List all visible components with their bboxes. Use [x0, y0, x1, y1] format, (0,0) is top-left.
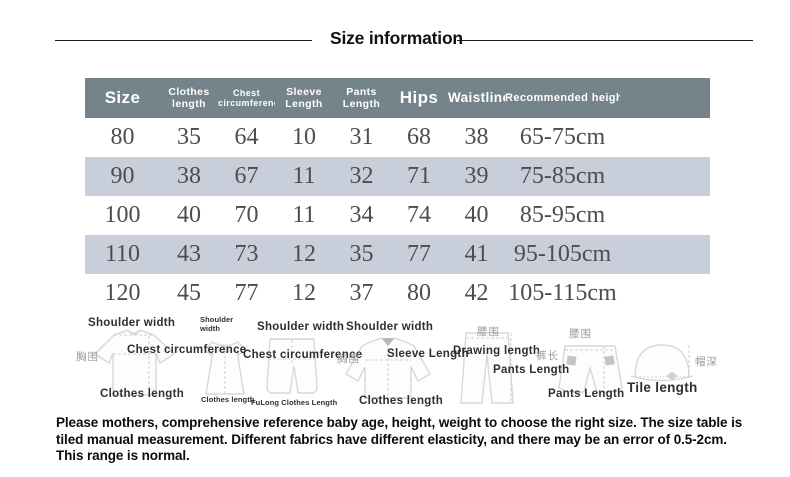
table-cell: 34 — [349, 202, 374, 228]
romper-chest-label: Chest circumference — [243, 349, 363, 361]
table-cell: 64 — [234, 124, 259, 150]
table-cell: 40 — [464, 202, 489, 228]
header-size: Size — [104, 88, 141, 108]
table-row: 120 45 77 12 37 80 42 105-115cm — [85, 274, 710, 313]
measurement-note: Please mothers, comprehensive reference … — [56, 415, 743, 464]
table-cell: 74 — [407, 202, 431, 228]
shorts-diagram — [556, 342, 626, 402]
table-cell: 110 — [104, 241, 141, 267]
tshirt-chest-cn-label: 胸围 — [76, 351, 99, 363]
table-row: 110 43 73 12 35 77 41 95-105cm — [85, 235, 710, 274]
hat-tile-length-label: Tile length — [627, 380, 698, 395]
table-header-row: Size Clothes length Chest circumference … — [85, 78, 710, 118]
header-clothes-length: Clothes length — [168, 85, 210, 110]
table-cell: 38 — [464, 124, 489, 150]
table-cell: 85-95cm — [519, 202, 606, 228]
header-waistline: Waistline — [448, 90, 505, 106]
romper-diagram — [256, 336, 328, 400]
table-row: 90 38 67 11 32 71 39 75-85cm — [85, 157, 710, 196]
table-cell: 10 — [292, 124, 316, 150]
dress-diagram — [196, 338, 254, 400]
page-title: Size information — [330, 28, 463, 48]
table-cell: 120 — [104, 280, 141, 306]
table-cell: 95-105cm — [513, 241, 612, 267]
table-cell-spacer — [620, 196, 710, 235]
title-row: Size information — [0, 28, 790, 52]
table-cell-spacer — [620, 274, 710, 313]
table-cell: 80 — [407, 280, 431, 306]
tshirt-shoulder-width-label: Shoulder width — [88, 317, 176, 329]
table-cell: 75-85cm — [519, 163, 606, 189]
table-cell: 77 — [234, 280, 259, 306]
table-cell: 12 — [292, 280, 316, 306]
table-cell: 43 — [177, 241, 201, 267]
table-cell: 71 — [407, 163, 431, 189]
shirt-clothes-length-label: Clothes length — [359, 395, 444, 407]
table-cell: 11 — [292, 202, 316, 228]
long-sleeve-shirt-diagram — [344, 336, 432, 402]
table-cell: 70 — [234, 202, 259, 228]
table-cell: 45 — [177, 280, 201, 306]
table-cell-spacer — [620, 118, 710, 157]
table-cell: 42 — [464, 280, 489, 306]
table-cell: 40 — [177, 202, 201, 228]
table-cell: 90 — [110, 163, 135, 189]
table-row: 80 35 64 10 31 68 38 65-75cm — [85, 118, 710, 157]
romper-shoulder-width-label: Shoulder width — [257, 321, 345, 333]
table-cell: 65-75cm — [519, 124, 606, 150]
table-cell: 67 — [234, 163, 259, 189]
header-hips: Hips — [399, 88, 439, 108]
table-row: 100 40 70 11 34 74 40 85-95cm — [85, 196, 710, 235]
table-cell: 35 — [349, 241, 374, 267]
tshirt-clothes-length-label: Clothes length — [100, 388, 185, 400]
table-cell: 68 — [407, 124, 431, 150]
table-cell: 12 — [292, 241, 316, 267]
pants-diagram — [458, 330, 516, 408]
pants-waist-cn-label: 腰围 — [477, 326, 500, 338]
shorts-length-cn-label: 裤长 — [536, 350, 559, 362]
romper-clothes-length-label: FuLong Clothes Length — [251, 398, 338, 407]
pants-length-label: Pants Length — [493, 364, 570, 376]
tshirt-diagram — [92, 328, 177, 398]
table-cell: 80 — [110, 124, 135, 150]
pants-drawing-length-label: Drawing length — [453, 345, 541, 357]
table-cell: 39 — [464, 163, 489, 189]
table-cell: 37 — [349, 280, 374, 306]
table-cell: 41 — [464, 241, 489, 267]
tshirt-chest-label: Chest circumference — [127, 344, 247, 356]
table-cell: 73 — [234, 241, 259, 267]
title-right-rule — [457, 40, 753, 41]
table-cell: 11 — [292, 163, 316, 189]
table-cell: 77 — [407, 241, 431, 267]
table-cell: 31 — [349, 124, 374, 150]
title-left-rule — [55, 40, 312, 41]
dress-shoulder-width-label: Shoulder width — [200, 315, 234, 333]
table-cell: 32 — [349, 163, 374, 189]
header-chest-circumference: Chest circumference — [218, 87, 275, 108]
header-recommended-height: Recommended height — [505, 91, 620, 104]
shorts-waist-cn-label: 腰围 — [569, 328, 592, 340]
size-table: Size Clothes length Chest circumference … — [85, 78, 710, 313]
table-cell-spacer — [620, 235, 710, 274]
table-cell-spacer — [620, 157, 710, 196]
shorts-pants-length-label: Pants Length — [548, 388, 625, 400]
header-sleeve-length: Sleeve Length — [285, 85, 323, 110]
dress-clothes-length-label: Clothes length — [201, 395, 255, 404]
header-spacer — [620, 78, 710, 118]
table-cell: 35 — [177, 124, 201, 150]
hat-depth-cn-label: 帽深 — [695, 356, 718, 368]
table-cell: 105-115cm — [508, 280, 617, 306]
table-cell: 38 — [177, 163, 201, 189]
table-cell: 100 — [104, 202, 141, 228]
romper-chest-cn-label: 胸围 — [337, 353, 360, 365]
header-pants-length: Pants Length — [342, 85, 381, 110]
hat-diagram — [630, 340, 694, 388]
shirt-sleeve-length-label: Sleeve Length — [387, 348, 469, 360]
shirt-shoulder-width-label: Shoulder width — [346, 321, 434, 333]
